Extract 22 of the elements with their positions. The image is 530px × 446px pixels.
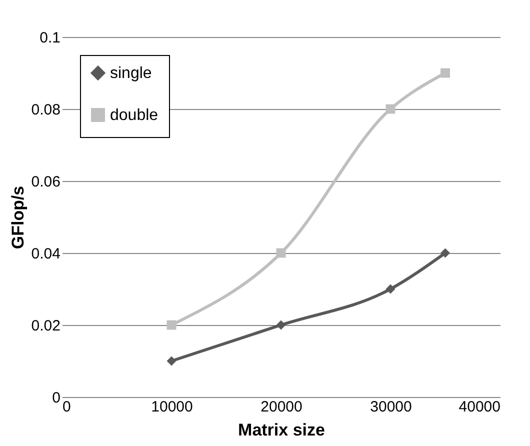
- point: [166, 356, 176, 366]
- y-tick-label: 0.04: [31, 246, 60, 262]
- y-tick-label: 0.06: [31, 174, 60, 190]
- x-tick-label: 30000: [370, 398, 412, 416]
- point: [276, 320, 286, 330]
- x-tick-label: 40000: [458, 398, 500, 416]
- legend-label: single: [110, 65, 152, 82]
- point: [386, 104, 396, 114]
- y-axis-title: GFlop/s: [8, 186, 28, 250]
- y-tick-label: 0.1: [40, 30, 60, 46]
- x-axis-title: Matrix size: [238, 420, 325, 440]
- point: [276, 248, 286, 258]
- point: [386, 284, 396, 294]
- y-tick-label: 0.02: [31, 318, 60, 334]
- x-tick-label: 10000: [151, 398, 193, 416]
- point: [440, 68, 450, 78]
- x-tick-label: 20000: [260, 398, 302, 416]
- x-tick-label: 0: [62, 398, 71, 416]
- point: [166, 320, 176, 330]
- point: [440, 248, 450, 258]
- legend-label: double: [110, 107, 158, 124]
- y-tick-label: 0.08: [31, 102, 60, 118]
